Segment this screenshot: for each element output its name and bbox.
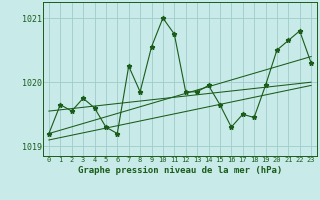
X-axis label: Graphe pression niveau de la mer (hPa): Graphe pression niveau de la mer (hPa) [78,166,282,175]
